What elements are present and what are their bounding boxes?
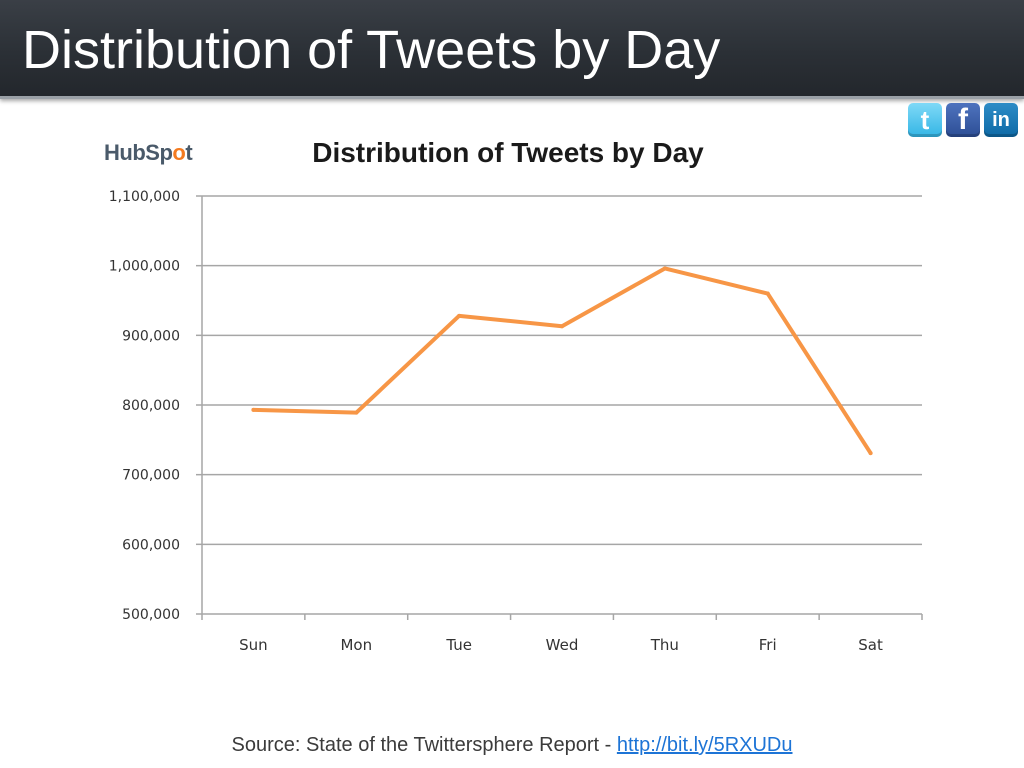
x-tick-label: Sun (239, 636, 268, 654)
y-tick-label: 800,000 (122, 398, 180, 414)
chart-series (251, 266, 873, 456)
y-tick-label: 900,000 (122, 328, 180, 344)
data-point (868, 451, 873, 456)
chart-axes (196, 195, 923, 620)
chart-gridlines (202, 195, 922, 546)
logo-text-end: t (185, 140, 193, 165)
x-tick-label: Mon (340, 636, 372, 654)
hubspot-logo: HubSpot (104, 140, 193, 166)
y-tick-label: 600,000 (122, 537, 180, 553)
data-point (662, 266, 667, 271)
data-point (560, 324, 564, 329)
social-share-bar: t f in (908, 103, 1018, 137)
y-tick-label: 1,100,000 (109, 189, 180, 205)
x-tick-label: Sat (858, 636, 883, 654)
x-tick-label: Wed (546, 636, 579, 654)
slide-header: Distribution of Tweets by Day (0, 0, 1024, 99)
chart-labels: 500,000 600,000 700,000 800,000 900,000 1,000… (109, 189, 883, 654)
source-caption: Source: State of the Twittersphere Repor… (0, 734, 1024, 757)
data-point (354, 410, 359, 415)
x-tick-label: Thu (650, 636, 679, 654)
slide-title: Distribution of Tweets by Day (22, 20, 721, 80)
linkedin-icon[interactable]: in (984, 103, 1018, 137)
logo-sprocket: o (172, 140, 186, 165)
y-tick-label: 500,000 (122, 607, 180, 623)
y-tick-label: 1,000,000 (109, 259, 180, 275)
tweets-by-day-chart: Distribution of Tweets by Day 500,000 600… (109, 137, 923, 654)
x-tick-label: Tue (445, 636, 472, 654)
facebook-icon[interactable]: f (946, 103, 980, 137)
twitter-icon[interactable]: t (908, 103, 942, 137)
x-tick-label: Fri (759, 636, 777, 654)
data-point (251, 407, 256, 412)
data-point (765, 291, 770, 296)
logo-text-start: HubSp (104, 140, 173, 165)
data-point (457, 313, 462, 318)
chart-title: Distribution of Tweets by Day (312, 137, 704, 168)
series-line (251, 266, 873, 456)
y-tick-label: 700,000 (122, 468, 180, 484)
source-text: Source: State of the Twittersphere Repor… (231, 734, 617, 756)
source-link[interactable]: http://bit.ly/5RXUDu (616, 734, 793, 756)
